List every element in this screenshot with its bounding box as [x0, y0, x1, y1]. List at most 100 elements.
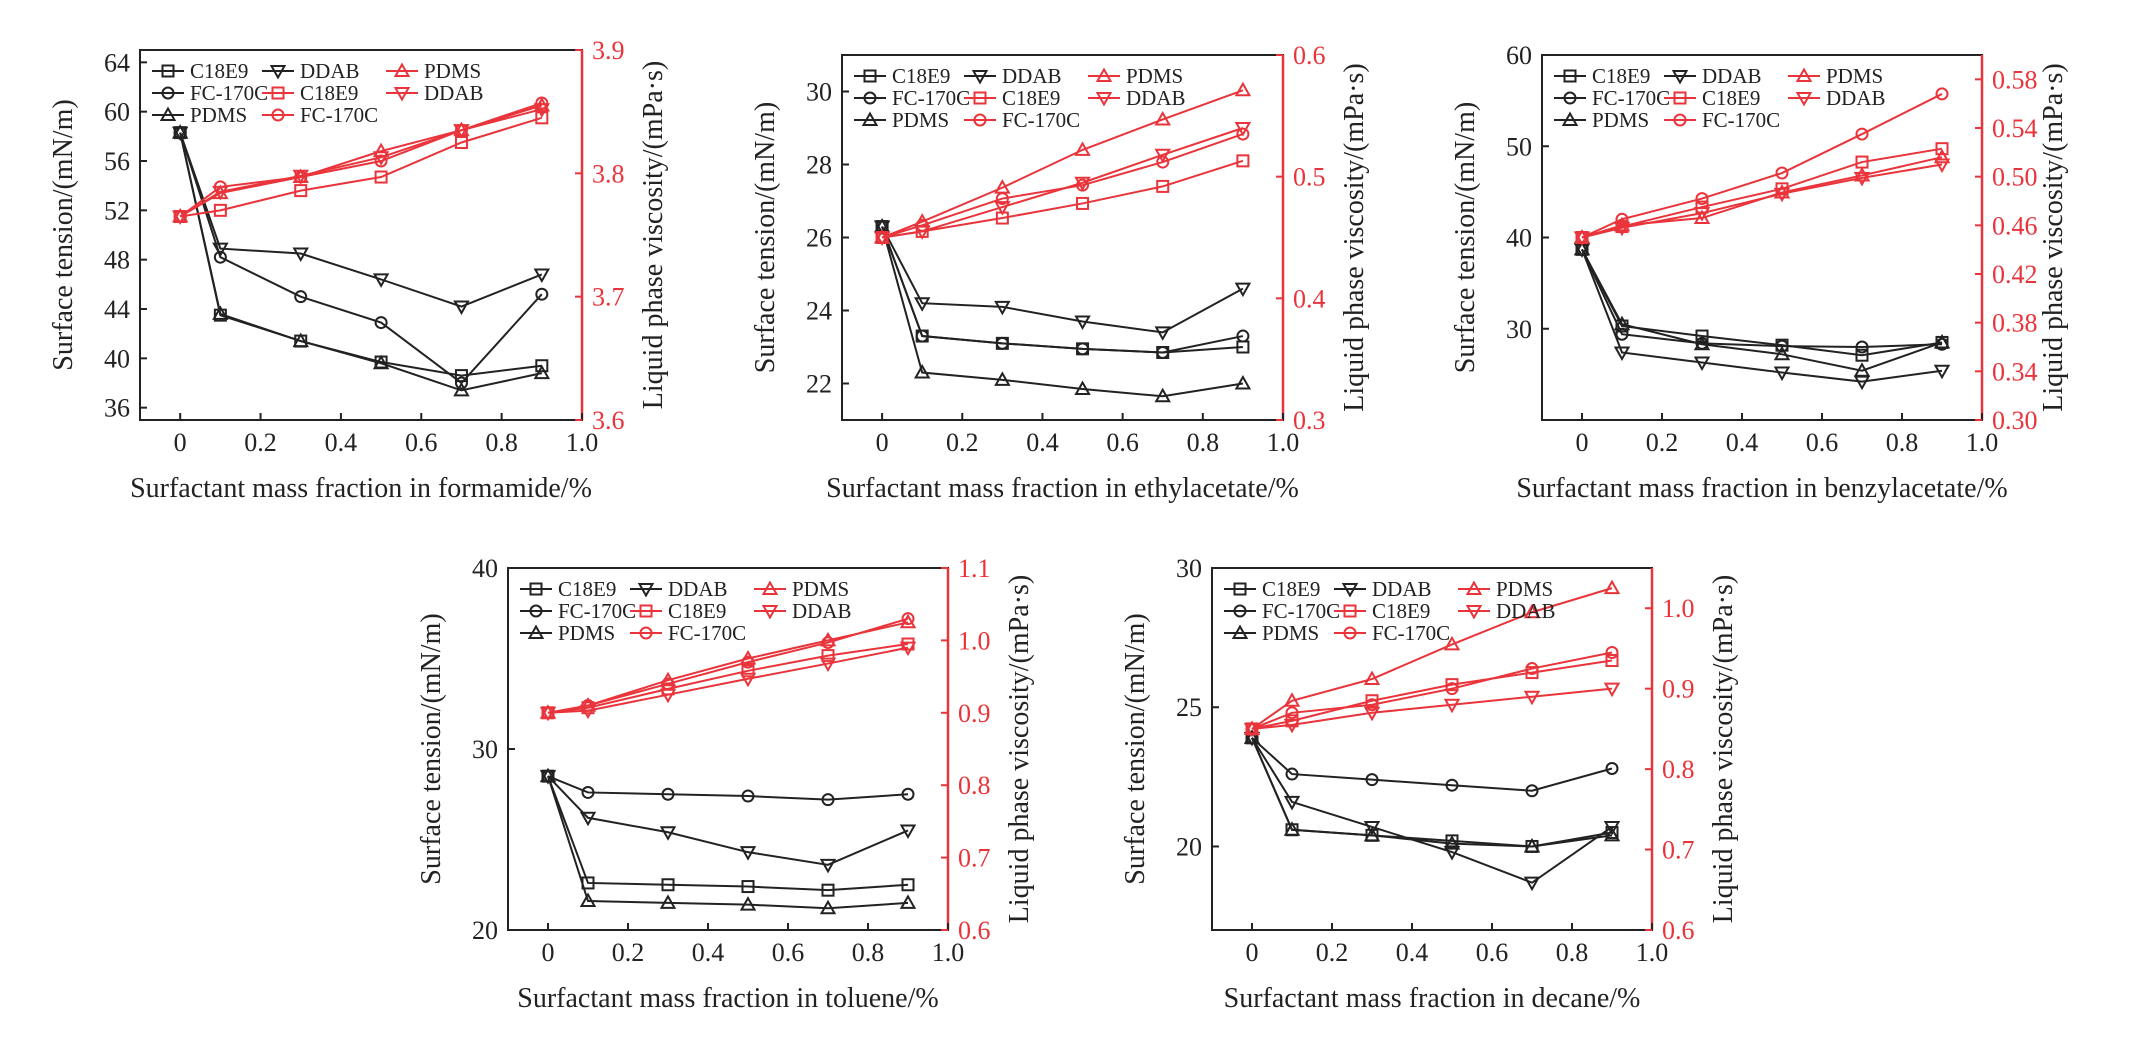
series-line	[179, 132, 542, 377]
x-tick-label: 0	[1576, 428, 1589, 457]
left-y-tick-label: 64	[104, 48, 130, 77]
legend-marker	[863, 91, 877, 105]
legend-marker	[761, 605, 779, 620]
data-point	[899, 894, 917, 909]
left-y-axis-label: Surface tension/(mN/m)	[416, 613, 447, 884]
data-point	[372, 354, 390, 370]
data-point	[535, 359, 549, 373]
data-point	[1605, 761, 1619, 775]
surface-tension-series-pdms	[539, 767, 917, 915]
data-point	[741, 880, 755, 894]
data-point	[915, 218, 929, 232]
data-point	[1693, 207, 1711, 222]
legend-marker	[1465, 580, 1483, 595]
x-tick-label: 1.0	[566, 428, 599, 457]
data-point	[1236, 329, 1250, 343]
right-y-tick-label: 0.6	[958, 916, 991, 945]
legend-label: C18E9	[1702, 86, 1760, 110]
chart-panel-2: 0 0.2 0.4 0.6 0.8 1.0 22 24 26 28 30 0.3 0.4 0.5 0.6 Su…	[750, 41, 1370, 504]
data-point	[741, 655, 755, 669]
data-point	[1853, 362, 1871, 377]
data-point	[994, 201, 1011, 216]
viscosity-series-fc-170c	[1245, 645, 1619, 736]
data-point	[1523, 690, 1541, 706]
left-y-tick-label: 60	[104, 98, 130, 127]
data-point	[1603, 579, 1621, 595]
legend-marker	[863, 69, 877, 83]
legend-marker	[393, 62, 411, 77]
x-tick-label: 0.6	[1476, 938, 1509, 967]
data-point	[1935, 142, 1949, 156]
legend-label: PDMS	[792, 577, 849, 601]
data-point	[1156, 179, 1170, 193]
surface-tension-series-fc-170c	[1245, 731, 1619, 798]
legend-marker	[529, 582, 543, 596]
legend-label: PDMS	[558, 621, 615, 645]
data-point	[1443, 835, 1461, 850]
legend-marker	[1563, 69, 1577, 83]
x-tick-label: 0.4	[325, 428, 358, 457]
data-point	[1773, 345, 1791, 361]
data-point	[1234, 81, 1252, 97]
data-point	[899, 613, 917, 629]
series-line	[881, 133, 1244, 239]
surface-tension-series-fc-170c	[1575, 242, 1949, 354]
legend-label: PDMS	[1126, 64, 1183, 88]
surface-tension-series-pdms	[171, 124, 551, 397]
left-y-tick-label: 28	[806, 151, 832, 180]
data-point	[1603, 682, 1621, 698]
viscosity-series-ddab	[1573, 158, 1951, 247]
data-point	[1285, 767, 1299, 781]
surface-tension-series-fc-170c	[875, 220, 1250, 359]
legend-label: DDAB	[668, 577, 728, 601]
data-point	[1243, 729, 1261, 744]
series-line	[179, 132, 543, 385]
left-y-axis-label: Surface tension/(mN/m)	[48, 99, 79, 370]
data-point	[1525, 662, 1539, 676]
left-y-tick-label: 20	[1176, 832, 1202, 861]
data-point	[1445, 682, 1459, 696]
data-point	[739, 846, 757, 861]
right-y-tick-label: 0.46	[1992, 211, 2038, 240]
data-point	[1613, 221, 1631, 237]
data-point	[821, 793, 835, 807]
series-line	[179, 132, 543, 308]
x-tick-label: 1.0	[1966, 428, 1999, 457]
series-line	[881, 127, 1244, 239]
right-y-tick-label: 3.7	[592, 283, 625, 312]
data-point	[579, 811, 597, 827]
surface-tension-series-ddab	[171, 126, 551, 316]
surface-tension-series-ddab	[1243, 731, 1621, 892]
data-point	[659, 826, 677, 841]
data-point	[1613, 346, 1631, 362]
data-point	[1076, 178, 1090, 192]
x-axis-label: Surfactant mass fraction in formamide/%	[130, 473, 592, 504]
viscosity-series-fc-170c	[541, 612, 915, 720]
data-point	[453, 300, 470, 316]
x-tick-label: 0.6	[772, 938, 805, 967]
legend-marker	[1563, 91, 1577, 105]
x-tick-label: 0.4	[1396, 938, 1429, 967]
data-point	[541, 706, 555, 720]
data-point	[1855, 348, 1869, 362]
data-point	[1933, 158, 1951, 174]
data-point	[995, 336, 1009, 350]
legend-label: PDMS	[1592, 108, 1649, 132]
data-point	[212, 305, 229, 320]
surface-tension-series-pdms	[1243, 729, 1621, 853]
data-point	[661, 787, 675, 801]
data-point	[1605, 645, 1619, 659]
surface-tension-series-fc-170c	[173, 126, 549, 390]
left-y-tick-label: 26	[806, 224, 832, 253]
data-point	[1603, 820, 1621, 836]
legend-marker	[393, 87, 411, 102]
legend-marker	[161, 64, 175, 78]
left-y-tick-label: 36	[104, 394, 130, 423]
legend-label: C18E9	[190, 59, 248, 83]
series-line	[1581, 249, 1943, 383]
legend-marker	[1095, 67, 1113, 82]
chart-panel-3: 0 0.2 0.4 0.6 0.8 1.0 30 40 50 60 0.30 0.34 0.38 0.42…	[1450, 41, 2069, 504]
x-axis-label: Surfactant mass fraction in decane/%	[1224, 983, 1641, 1014]
data-point	[1445, 678, 1459, 692]
